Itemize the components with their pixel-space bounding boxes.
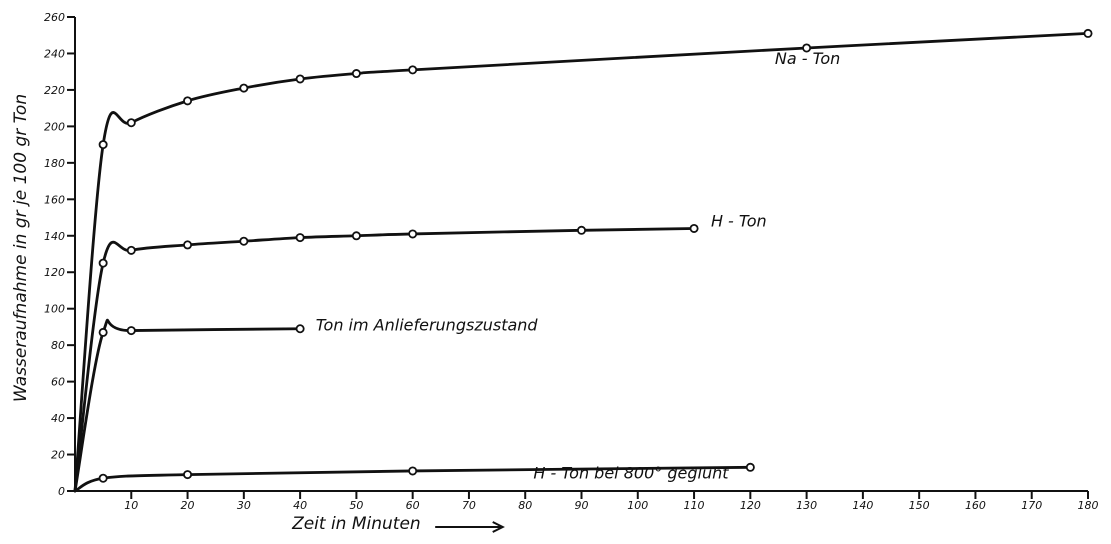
x-tick-label-100: 100 (627, 499, 648, 512)
point-series-2-8 (408, 229, 418, 239)
x-tick-label-170: 170 (1021, 499, 1042, 512)
point-series-2-5 (239, 236, 249, 246)
point-series-4-3 (183, 470, 193, 480)
y-tick-label-80: 80 (51, 339, 65, 352)
y-tick-label-180: 180 (44, 157, 65, 170)
point-series-1-4 (183, 96, 193, 106)
x-tick-label-120: 120 (740, 499, 761, 512)
point-series-1-2 (98, 140, 108, 150)
y-axis-title: Wasseraufnahme in gr je 100 gr Ton (11, 94, 31, 402)
y-tick-label-40: 40 (51, 412, 65, 425)
point-series-2-7 (351, 231, 361, 241)
point-series-2-6 (295, 233, 305, 243)
x-tick-label-140: 140 (852, 499, 873, 512)
x-tick-label-40: 40 (293, 499, 307, 512)
x-tick-label-10: 10 (124, 499, 138, 512)
x-tick-label-90: 90 (575, 499, 589, 512)
data-points (98, 28, 1093, 483)
y-tick-label-160: 160 (44, 193, 65, 206)
x-tick-label-180: 180 (1078, 499, 1099, 512)
curves (73, 32, 1090, 493)
point-series-1-8 (408, 65, 418, 75)
y-tick-label-20: 20 (51, 449, 65, 462)
point-series-3-4 (295, 324, 305, 334)
x-axis-title: Zeit in Minuten (291, 514, 421, 534)
series-label-anlieferungszustand: Ton im Anlieferungszustand (316, 316, 539, 335)
point-series-1-7 (351, 69, 361, 79)
series-label-h-ton: H - Ton (711, 212, 767, 231)
x-tick-label-30: 30 (237, 499, 251, 512)
x-tick-label-130: 130 (796, 499, 817, 512)
axes: 0 20 40 60 80 100 120 140 160 180 200 220 240 260 10 20… (44, 11, 1099, 512)
y-tick-label-220: 220 (44, 84, 65, 97)
curve-1 (73, 32, 1090, 493)
point-series-1-6 (295, 74, 305, 84)
curve-2 (73, 227, 696, 493)
point-series-2-4 (183, 240, 193, 250)
y-tick-label-140: 140 (44, 230, 65, 243)
x-tick-label-110: 110 (684, 499, 705, 512)
point-series-2-2 (98, 258, 108, 268)
x-tick-label-20: 20 (181, 499, 195, 512)
point-series-1-9 (802, 43, 812, 53)
x-axis-arrow-head (492, 521, 505, 533)
x-tick-label-70: 70 (462, 499, 476, 512)
y-tick-label-120: 120 (44, 266, 65, 279)
point-series-2-3 (126, 245, 136, 255)
x-tick-label-80: 80 (518, 499, 532, 512)
y-tick-label-0: 0 (58, 485, 65, 498)
y-tick-label-260: 260 (44, 11, 65, 24)
point-series-2-9 (577, 225, 587, 235)
chart-labels: Zeit in Minuten Wasseraufnahme in gr je 1… (11, 49, 840, 534)
y-tick-label-100: 100 (44, 303, 65, 316)
point-series-4-2 (98, 473, 108, 483)
curve-3 (73, 318, 302, 493)
y-tick-label-200: 200 (44, 120, 65, 133)
series-label-h-ton-800: H - Ton bei 800° geglüht (533, 463, 729, 482)
point-series-2-10 (689, 223, 699, 233)
x-tick-label-50: 50 (349, 499, 363, 512)
point-series-4-4 (408, 466, 418, 476)
point-series-3-3 (126, 326, 136, 336)
y-tick-label-240: 240 (44, 47, 65, 60)
series-label-na-ton: Na - Ton (775, 49, 840, 68)
x-tick-label-150: 150 (909, 499, 930, 512)
x-tick-label-60: 60 (406, 499, 420, 512)
point-series-1-3 (126, 118, 136, 128)
point-series-4-5 (745, 462, 755, 472)
y-tick-label-60: 60 (51, 376, 65, 389)
x-tick-label-160: 160 (965, 499, 986, 512)
point-series-1-10 (1083, 28, 1093, 38)
point-series-3-2 (98, 327, 108, 337)
point-series-1-5 (239, 83, 249, 93)
